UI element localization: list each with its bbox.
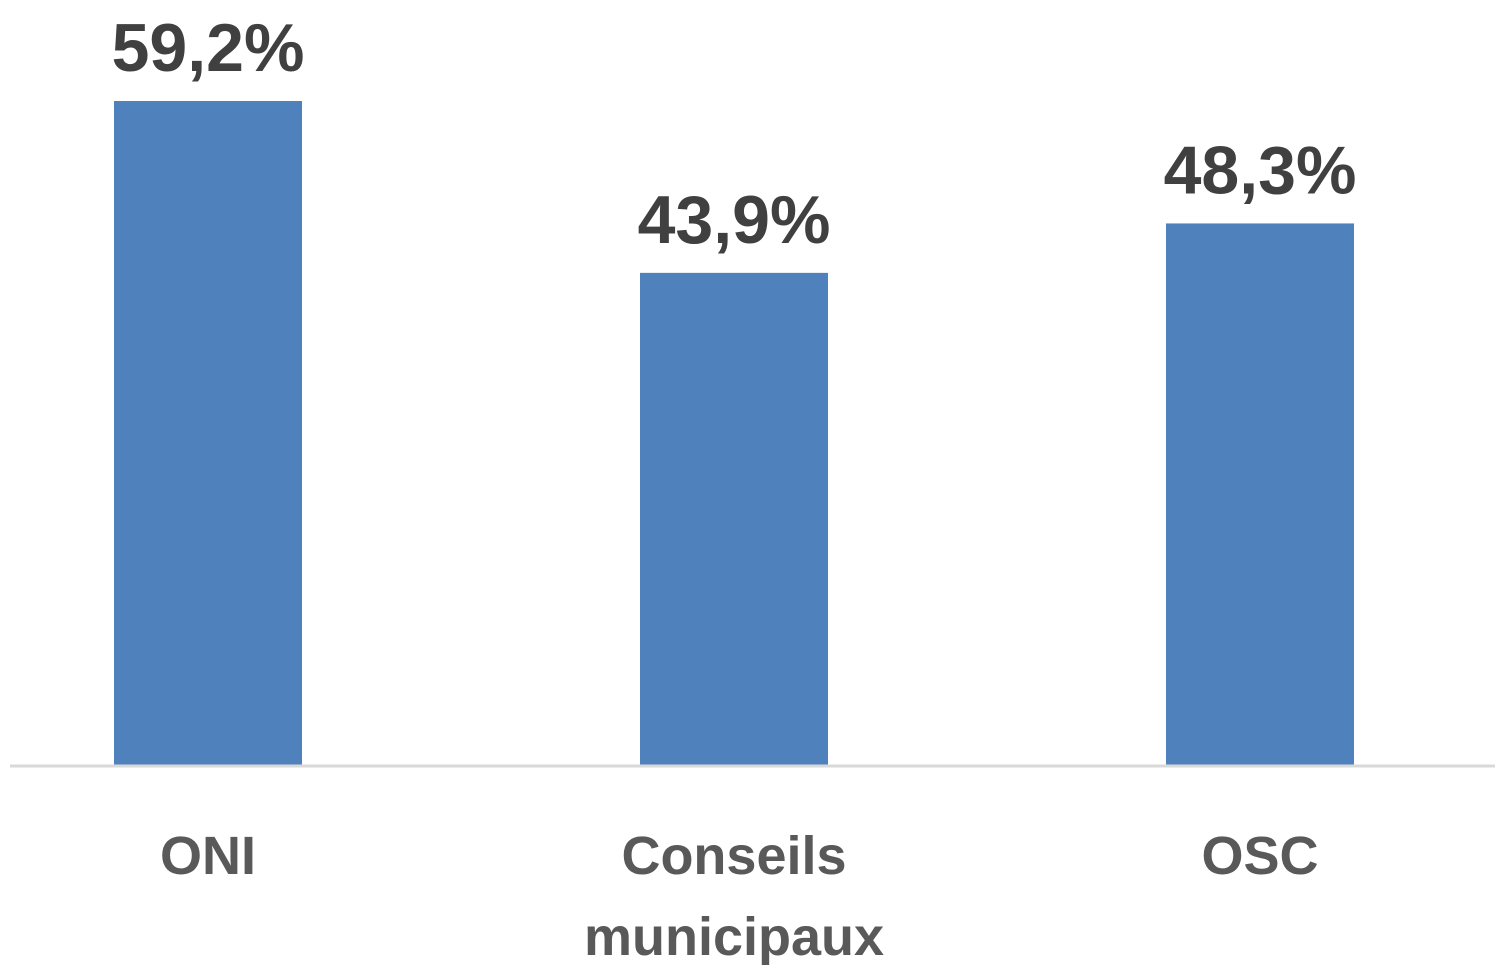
category-label-1-line-0: Conseils — [621, 826, 846, 886]
data-label-0: 59,2% — [112, 10, 305, 86]
bar-1 — [640, 272, 828, 766]
data-label-1: 43,9% — [638, 182, 831, 258]
bar-0 — [114, 101, 302, 766]
bar-2 — [1166, 223, 1354, 767]
labels-layer: 59,2% ONI 43,9% Conseils municipaux 48,3% OSC — [112, 10, 1357, 967]
data-label-2: 48,3% — [1164, 132, 1357, 208]
bars-layer — [114, 101, 1354, 767]
category-label-2-line-0: OSC — [1201, 826, 1318, 886]
category-label-0-line-0: ONI — [160, 826, 256, 886]
category-label-1-line-1: municipaux — [584, 907, 884, 965]
